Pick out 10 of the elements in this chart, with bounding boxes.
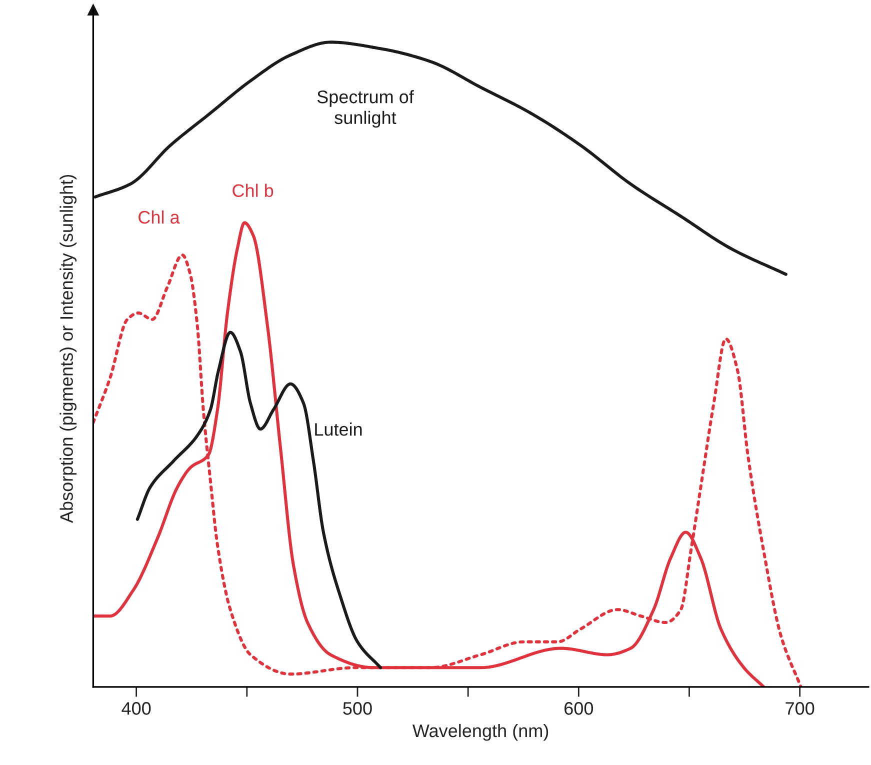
series-label: Spectrum of sunlight xyxy=(317,90,414,128)
series-label: Chl b xyxy=(232,184,274,198)
x-axis-title: Wavelength (nm) xyxy=(412,724,548,741)
series-label: Chl a xyxy=(138,210,180,224)
x-tick-label: 500 xyxy=(343,702,372,715)
x-tick-label: 600 xyxy=(564,702,594,715)
x-tick-label: 400 xyxy=(122,702,151,715)
x-tick-label: 700 xyxy=(786,702,814,715)
y-axis-title: Absorption (pigments) or Intensity (sunlight) xyxy=(60,174,77,524)
series-label: Lutein xyxy=(315,422,362,436)
